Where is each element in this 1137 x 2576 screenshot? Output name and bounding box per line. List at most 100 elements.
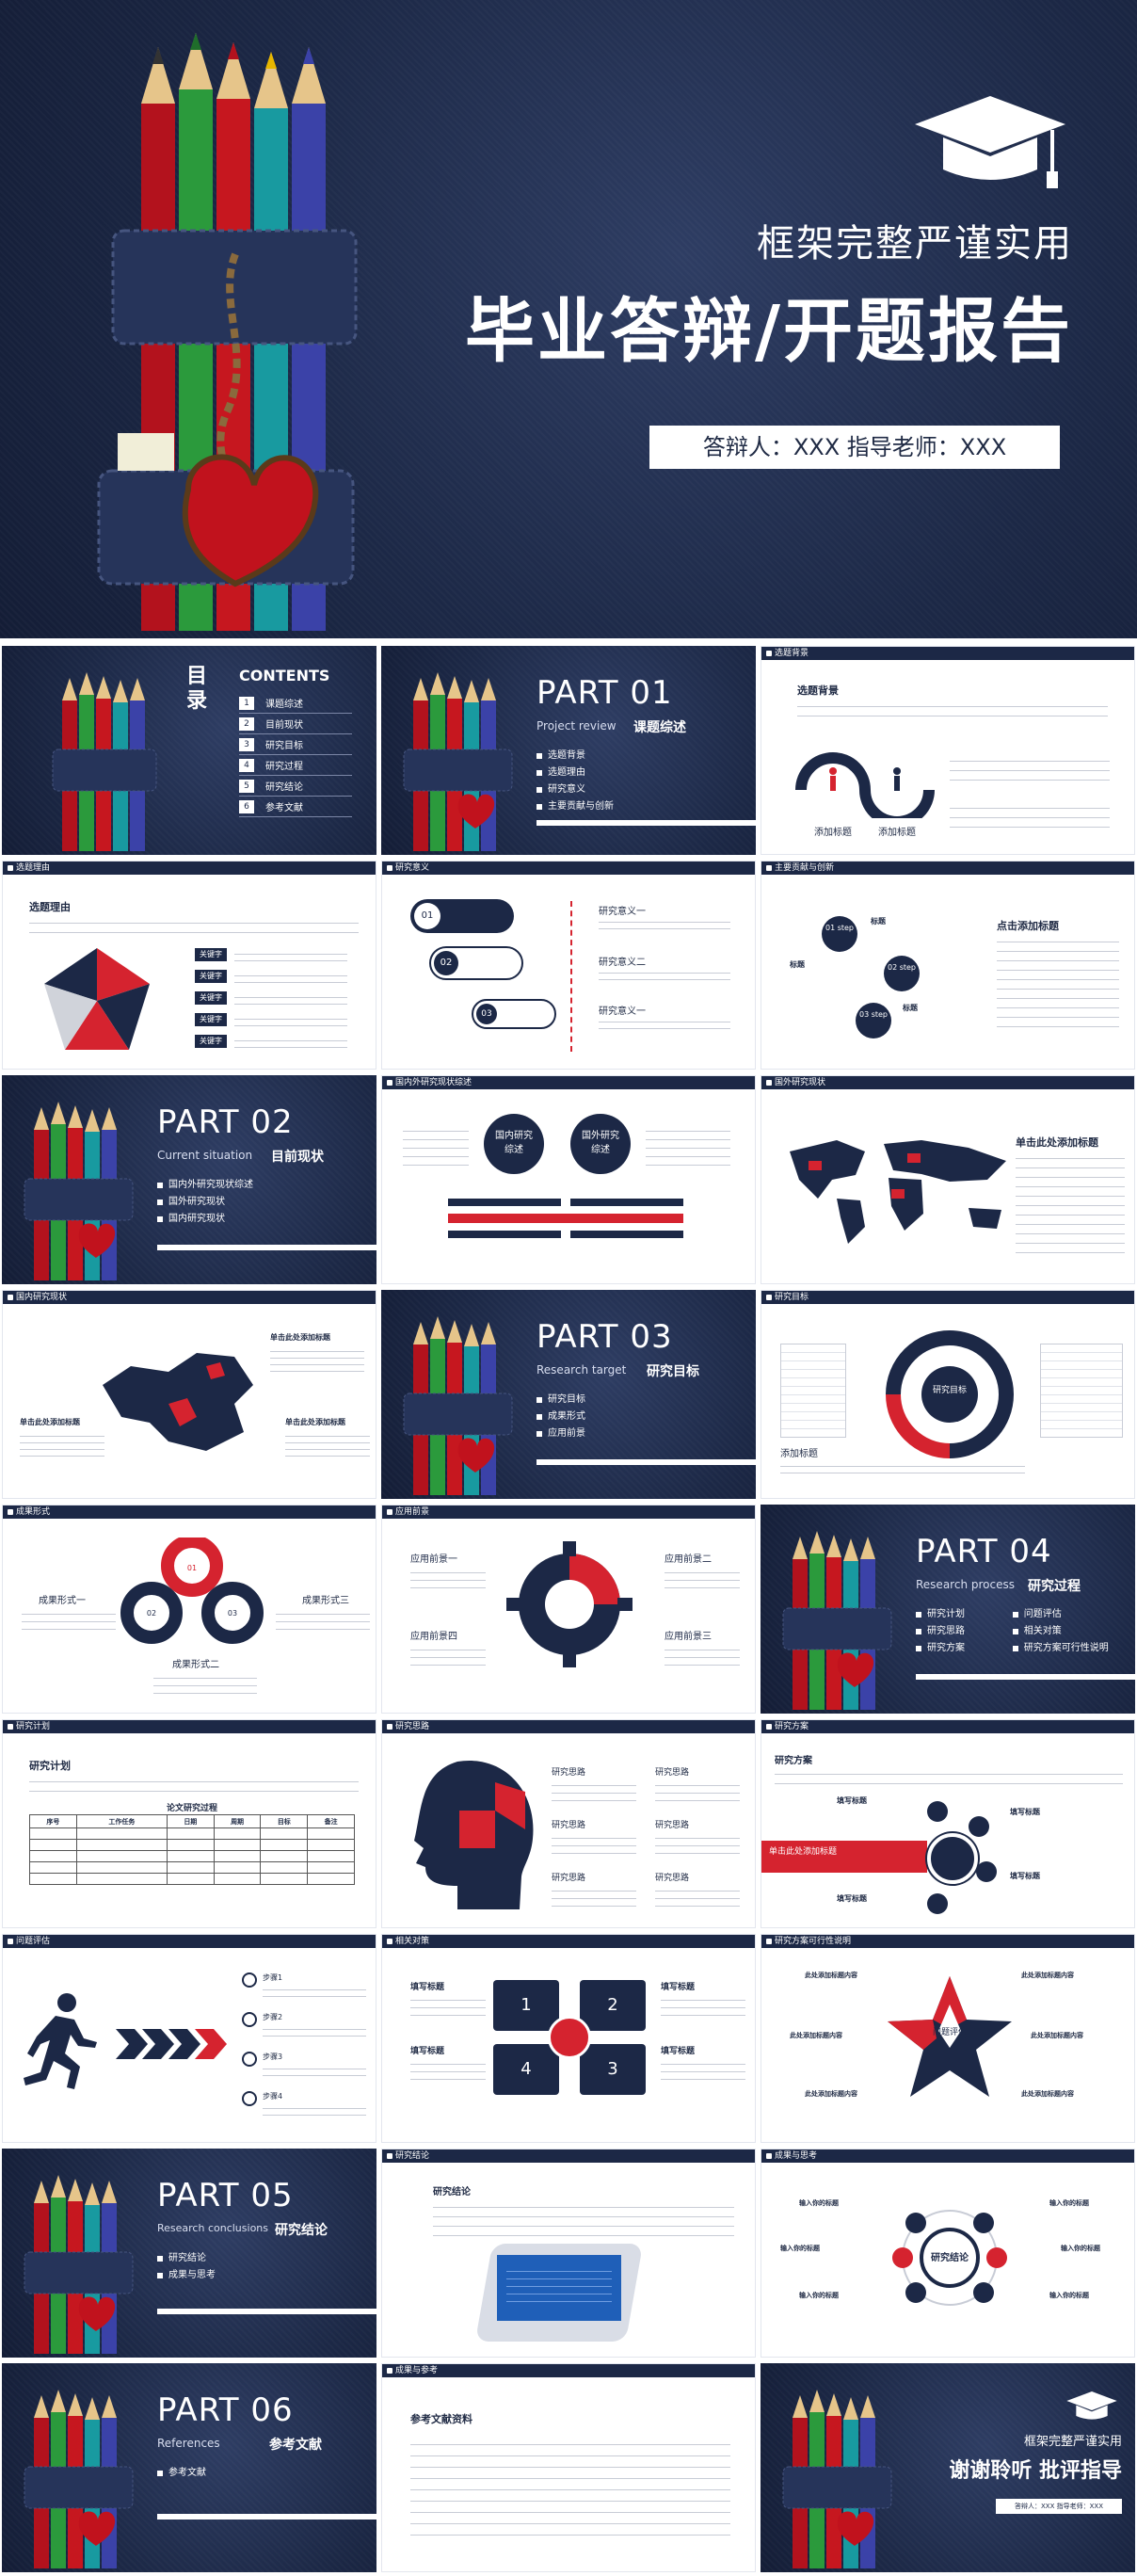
- scheme-node: [969, 1816, 989, 1837]
- part-item-list: 研究结论 成果与思考: [157, 2250, 216, 2284]
- part-item[interactable]: 研究结论: [157, 2250, 216, 2267]
- graduation-cap-icon: [915, 96, 1065, 188]
- part-title-en: Research conclusions: [157, 2222, 268, 2234]
- target-slide: 研究目标 研究目标 添加标题: [761, 1290, 1135, 1499]
- thanks-subtitle: 框架完整严谨实用: [1023, 2435, 1122, 2449]
- result-slide: 成果形式 01 02 03 成果形式一 成果形式二 成果形式三: [2, 1505, 376, 1714]
- pencil-bundle-illustration: [97, 33, 358, 631]
- part-item[interactable]: 研究计划: [916, 1606, 1013, 1623]
- table-row: [29, 1839, 355, 1851]
- plan-slide: 研究计划 研究计划 论文研究过程 序号 工作任务 日期 周期 目标 备注: [2, 1719, 376, 1928]
- abroad-slide: 国外研究现状 单击此处添加标题: [761, 1075, 1135, 1284]
- part-item[interactable]: 国内研究现状: [157, 1211, 253, 1228]
- cover-subtitle: 框架完整严谨实用: [757, 222, 1073, 266]
- slide-header: 选题背景: [761, 647, 1134, 660]
- part-item[interactable]: 研究方案: [916, 1640, 1013, 1657]
- table-row: [29, 1827, 355, 1840]
- scheme-node: [927, 1893, 948, 1914]
- part-title-cn: 研究结论: [275, 2223, 328, 2238]
- pentagon-chart: [44, 948, 150, 1050]
- scheme-banner: 单击此处添加标题: [761, 1841, 927, 1873]
- part-item[interactable]: 国内外研究现状综述: [157, 1177, 253, 1194]
- pencil-bundle-illustration: [24, 1102, 134, 1280]
- contents-item[interactable]: 2 目前现状: [239, 714, 352, 734]
- reflection-slide: 成果与思考 研究结论 输入你的标题 输入你的标题 输入你的标题 输入你的标题 输…: [761, 2149, 1135, 2358]
- contents-item[interactable]: 5 研究结论: [239, 776, 352, 797]
- overview-circle-abroad: 国外研究综述: [570, 1114, 631, 1174]
- part-title-en: Project review: [536, 719, 617, 733]
- gear-diagram: [506, 1541, 633, 1667]
- meaning-pill[interactable]: 01: [410, 899, 514, 933]
- slide-header: 研究思路: [382, 1720, 755, 1733]
- part-item[interactable]: 应用前景: [536, 1425, 585, 1442]
- counter-box[interactable]: 3: [580, 2044, 646, 2095]
- part-divider: [157, 2514, 376, 2520]
- part-05-slide: PART 05 Research conclusions 研究结论 研究结论 成…: [2, 2149, 376, 2358]
- prospect-slide: 应用前景 应用前景一 应用前景二 应用前景四 应用前景三: [381, 1505, 756, 1714]
- part-item[interactable]: 成果形式: [536, 1409, 585, 1425]
- step-label: 步骤1: [263, 1973, 283, 1982]
- meaning-pill[interactable]: 03: [472, 999, 556, 1029]
- meaning-pill[interactable]: 02: [429, 946, 523, 980]
- part-title-en: Current situation: [157, 1149, 253, 1162]
- cover-title: 毕业答辩/开题报告: [464, 291, 1073, 372]
- contents-item[interactable]: 3 研究目标: [239, 734, 352, 755]
- counter-slide: 相关对策 1 2 4 3 填写标题 填写标题 填写标题 填写标题: [381, 1934, 756, 2143]
- step-circle: 02 step: [884, 956, 920, 991]
- running-person-icon: [24, 1993, 97, 2089]
- part-item[interactable]: 研究目标: [536, 1392, 585, 1409]
- counter-box[interactable]: 4: [493, 2044, 559, 2095]
- reason-slide: 选题理由 选题理由 关键字 关键字 关键字 关键字 关键字: [2, 861, 376, 1070]
- meaning-item: 研究意义二: [599, 958, 646, 968]
- slide-title: 研究结论: [433, 2187, 471, 2198]
- part-item[interactable]: 选题理由: [536, 765, 614, 781]
- contents-item[interactable]: 4 研究过程: [239, 755, 352, 776]
- contents-item[interactable]: 1 课题综述: [239, 693, 352, 714]
- slide-header: 研究目标: [761, 1291, 1134, 1304]
- slide-header: 研究计划: [3, 1720, 376, 1733]
- star-center-label: 问题评估: [932, 2028, 967, 2037]
- pencil-bundle-illustration: [24, 2175, 134, 2354]
- background-slide: 选题背景 选题背景 添加标题 添加标题: [761, 646, 1135, 855]
- part-divider: [157, 2309, 376, 2314]
- pencil-bundle-illustration: [403, 1316, 513, 1495]
- overview-circle-domestic: 国内研究综述: [484, 1114, 544, 1174]
- part-item[interactable]: 成果与思考: [157, 2267, 216, 2284]
- world-map-illustration: [790, 1140, 1006, 1244]
- part-title-cn: 研究目标: [647, 1364, 699, 1379]
- slide-header: 研究方案可行性说明: [761, 1935, 1134, 1948]
- part-item[interactable]: 选题背景: [536, 748, 614, 765]
- part-06-slide: PART 06 References 参考文献 参考文献: [2, 2363, 376, 2572]
- part-title-en: References: [157, 2437, 220, 2450]
- scheme-node: [976, 1861, 997, 1882]
- counter-box[interactable]: 1: [493, 1980, 559, 2031]
- part-title-cn: 目前现状: [271, 1150, 324, 1165]
- text-placeholder: [950, 799, 1110, 828]
- part-number: PART 02: [157, 1103, 294, 1141]
- table-title: 论文研究过程: [166, 1804, 217, 1813]
- slide-header: 成果与参考: [382, 2364, 755, 2377]
- cycle-center-label: 研究目标: [932, 1386, 967, 1395]
- contents-label-cn: 目录: [186, 665, 208, 713]
- part-item[interactable]: 国外研究现状: [157, 1194, 253, 1211]
- counter-box[interactable]: 2: [580, 1980, 646, 2031]
- part-item[interactable]: 研究意义: [536, 781, 614, 798]
- part-number: PART 04: [916, 1533, 1052, 1570]
- hub-diagram: [892, 2210, 1007, 2306]
- part-03-slide: PART 03 Research target 研究目标 研究目标 成果形式 应…: [381, 1290, 756, 1499]
- tablet-screen: [497, 2255, 621, 2321]
- china-map-illustration: [103, 1353, 253, 1451]
- scheme-slide: 研究方案 研究方案 单击此处添加标题 填写标题 填写标题 填写标题 填写标题: [761, 1719, 1135, 1928]
- part-02-slide: PART 02 Current situation 目前现状 国内外研究现状综述…: [2, 1075, 376, 1284]
- part-title-en: Research process: [916, 1578, 1015, 1591]
- step-circle: 01 step: [822, 916, 857, 952]
- part-item[interactable]: 问题评估: [1012, 1606, 1129, 1623]
- part-item[interactable]: 相关对策: [1012, 1623, 1129, 1640]
- part-item[interactable]: 主要贡献与创新: [536, 798, 614, 815]
- part-item[interactable]: 研究方案可行性说明: [1012, 1640, 1129, 1657]
- part-01-slide: PART 01 Project review 课题综述 选题背景 选题理由 研究…: [381, 646, 756, 855]
- text-placeholder: [797, 698, 1108, 718]
- contents-item[interactable]: 6 参考文献: [239, 797, 352, 817]
- part-item[interactable]: 研究思路: [916, 1623, 1013, 1640]
- part-item[interactable]: 参考文献: [157, 2465, 206, 2482]
